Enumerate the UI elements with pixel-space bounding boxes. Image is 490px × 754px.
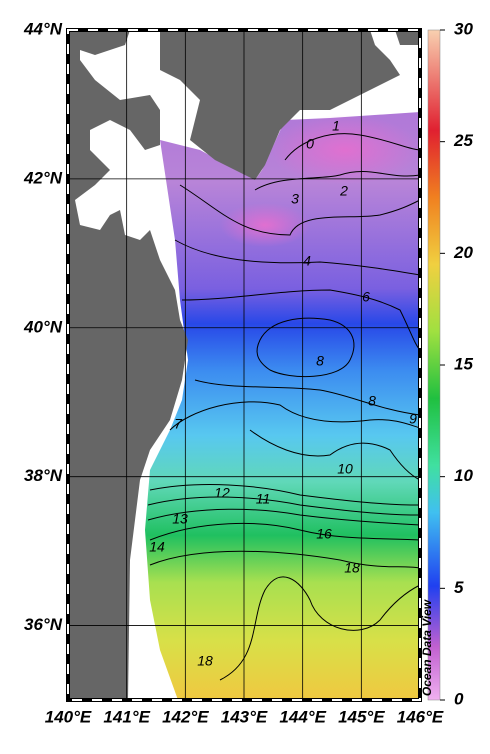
colorbar-tick-label: 25	[453, 131, 473, 150]
contour-line	[149, 550, 421, 569]
contour-line	[169, 401, 421, 431]
x-tick-label: 140°E	[45, 707, 92, 726]
y-tick-label: 42°N	[23, 168, 63, 187]
colorbar-ticks: 0 5 10 15 20 25 30	[440, 19, 473, 708]
contour-label: 1	[332, 118, 340, 134]
contour-line	[181, 289, 421, 351]
colorbar-tick-label: 20	[453, 243, 473, 262]
contour-label: 0	[306, 136, 314, 152]
contour-label: 18	[344, 560, 360, 576]
contours	[147, 133, 421, 681]
contour-line	[219, 576, 421, 681]
x-tick-label: 143°E	[221, 707, 268, 726]
x-tick-label: 141°E	[103, 707, 150, 726]
contour-label: 14	[149, 539, 165, 555]
contour-label: 2	[339, 183, 348, 199]
contour-line	[147, 496, 421, 516]
colorbar-tick-label: 10	[454, 466, 473, 485]
contour-label: 3	[291, 191, 299, 207]
land	[395, 30, 420, 45]
contour-line	[249, 429, 421, 481]
contour-label: 18	[197, 653, 213, 669]
contour-label: 4	[303, 253, 311, 269]
contour-line	[194, 379, 421, 416]
contour-line	[284, 133, 421, 161]
contour-label: 10	[337, 461, 353, 477]
colorbar-tick-label: 30	[454, 19, 473, 38]
contour-label: 16	[316, 526, 332, 542]
contour-line	[149, 484, 421, 506]
contour-label: 13	[172, 511, 188, 527]
contour-label: 7	[174, 416, 183, 432]
x-tick-label: 146°E	[397, 707, 444, 726]
land	[160, 30, 400, 180]
contour-line	[179, 184, 421, 236]
colorbar	[427, 29, 441, 701]
graticule	[67, 29, 421, 700]
x-tick-label: 142°E	[162, 707, 209, 726]
colorbar-tick-label: 15	[454, 354, 473, 373]
contour-line	[254, 171, 421, 191]
ocean-field	[220, 203, 310, 247]
contour-label: 8	[316, 353, 324, 369]
colorbar-tick-label: 0	[454, 689, 464, 708]
contour-label: 6	[362, 289, 370, 305]
watermark: Ocean Data View	[420, 599, 434, 696]
y-tick-label: 40°N	[23, 317, 63, 336]
x-tick-label: 144°E	[279, 707, 326, 726]
land	[68, 30, 188, 700]
frame	[67, 29, 421, 701]
contour-line	[174, 239, 421, 276]
x-tick-label: 145°E	[338, 707, 385, 726]
ocean-field	[145, 112, 420, 700]
colorbar-tick-label: 5	[454, 578, 464, 597]
y-tick-label: 38°N	[24, 466, 63, 485]
contour-line	[256, 317, 355, 378]
y-tick-label: 36°N	[24, 615, 63, 634]
y-tick-label: 44°N	[23, 19, 63, 38]
contour-label: 11	[256, 491, 271, 507]
contour-label: 8	[368, 393, 376, 409]
ocean-field	[270, 115, 420, 185]
contour-line	[147, 508, 421, 526]
contour-line	[149, 522, 421, 541]
contour-label: 9	[409, 411, 417, 427]
contour-label: 12	[214, 485, 230, 501]
